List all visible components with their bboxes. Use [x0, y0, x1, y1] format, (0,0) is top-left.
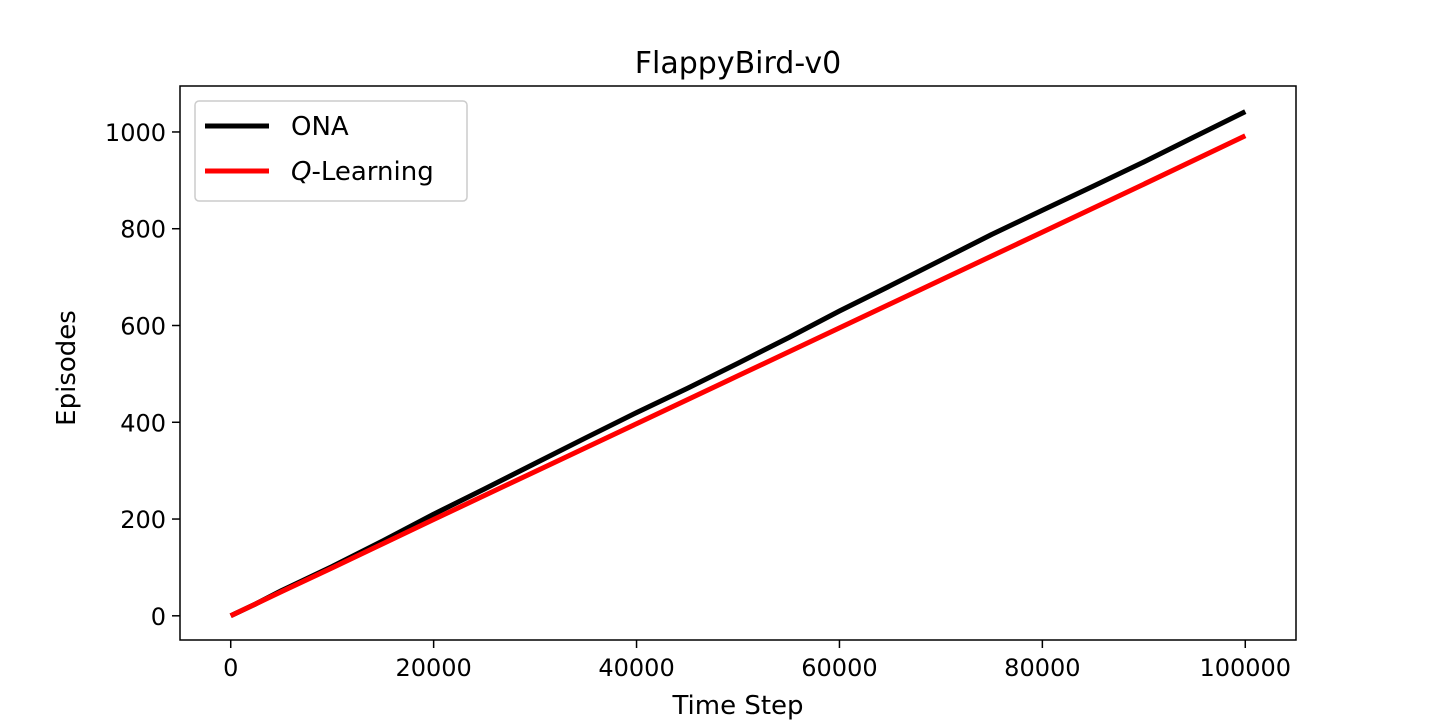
x-tick-label: 80000 [1004, 654, 1080, 682]
plot-area-frame [179, 85, 1297, 641]
x-tick-label: 100000 [1199, 654, 1291, 682]
y-axis: 0 200 400 600 800 1000 [105, 119, 180, 631]
x-tick-label: 0 [223, 654, 238, 682]
legend-label-q-learning: Q-Learning [291, 157, 434, 187]
x-axis: 0 20000 40000 60000 80000 100000 [223, 640, 1291, 682]
chart-title: FlappyBird-v0 [635, 46, 841, 81]
x-tick-label: 40000 [598, 654, 674, 682]
series-layer [229, 109, 1247, 619]
y-tick-label: 800 [120, 216, 166, 244]
y-axis-label: Episodes [52, 310, 82, 426]
legend: ONA Q-Learning [194, 100, 468, 202]
x-tick-label: 20000 [395, 654, 471, 682]
y-tick-label: 0 [151, 603, 166, 631]
y-tick-label: 200 [120, 506, 166, 534]
series-line-q-learning [229, 133, 1247, 619]
x-tick-label: 60000 [801, 654, 877, 682]
y-tick-label: 400 [120, 409, 166, 437]
y-tick-label: 1000 [105, 119, 166, 147]
legend-label-ona: ONA [291, 112, 349, 142]
x-axis-label: Time Step [671, 691, 803, 720]
y-tick-label: 600 [120, 313, 166, 341]
